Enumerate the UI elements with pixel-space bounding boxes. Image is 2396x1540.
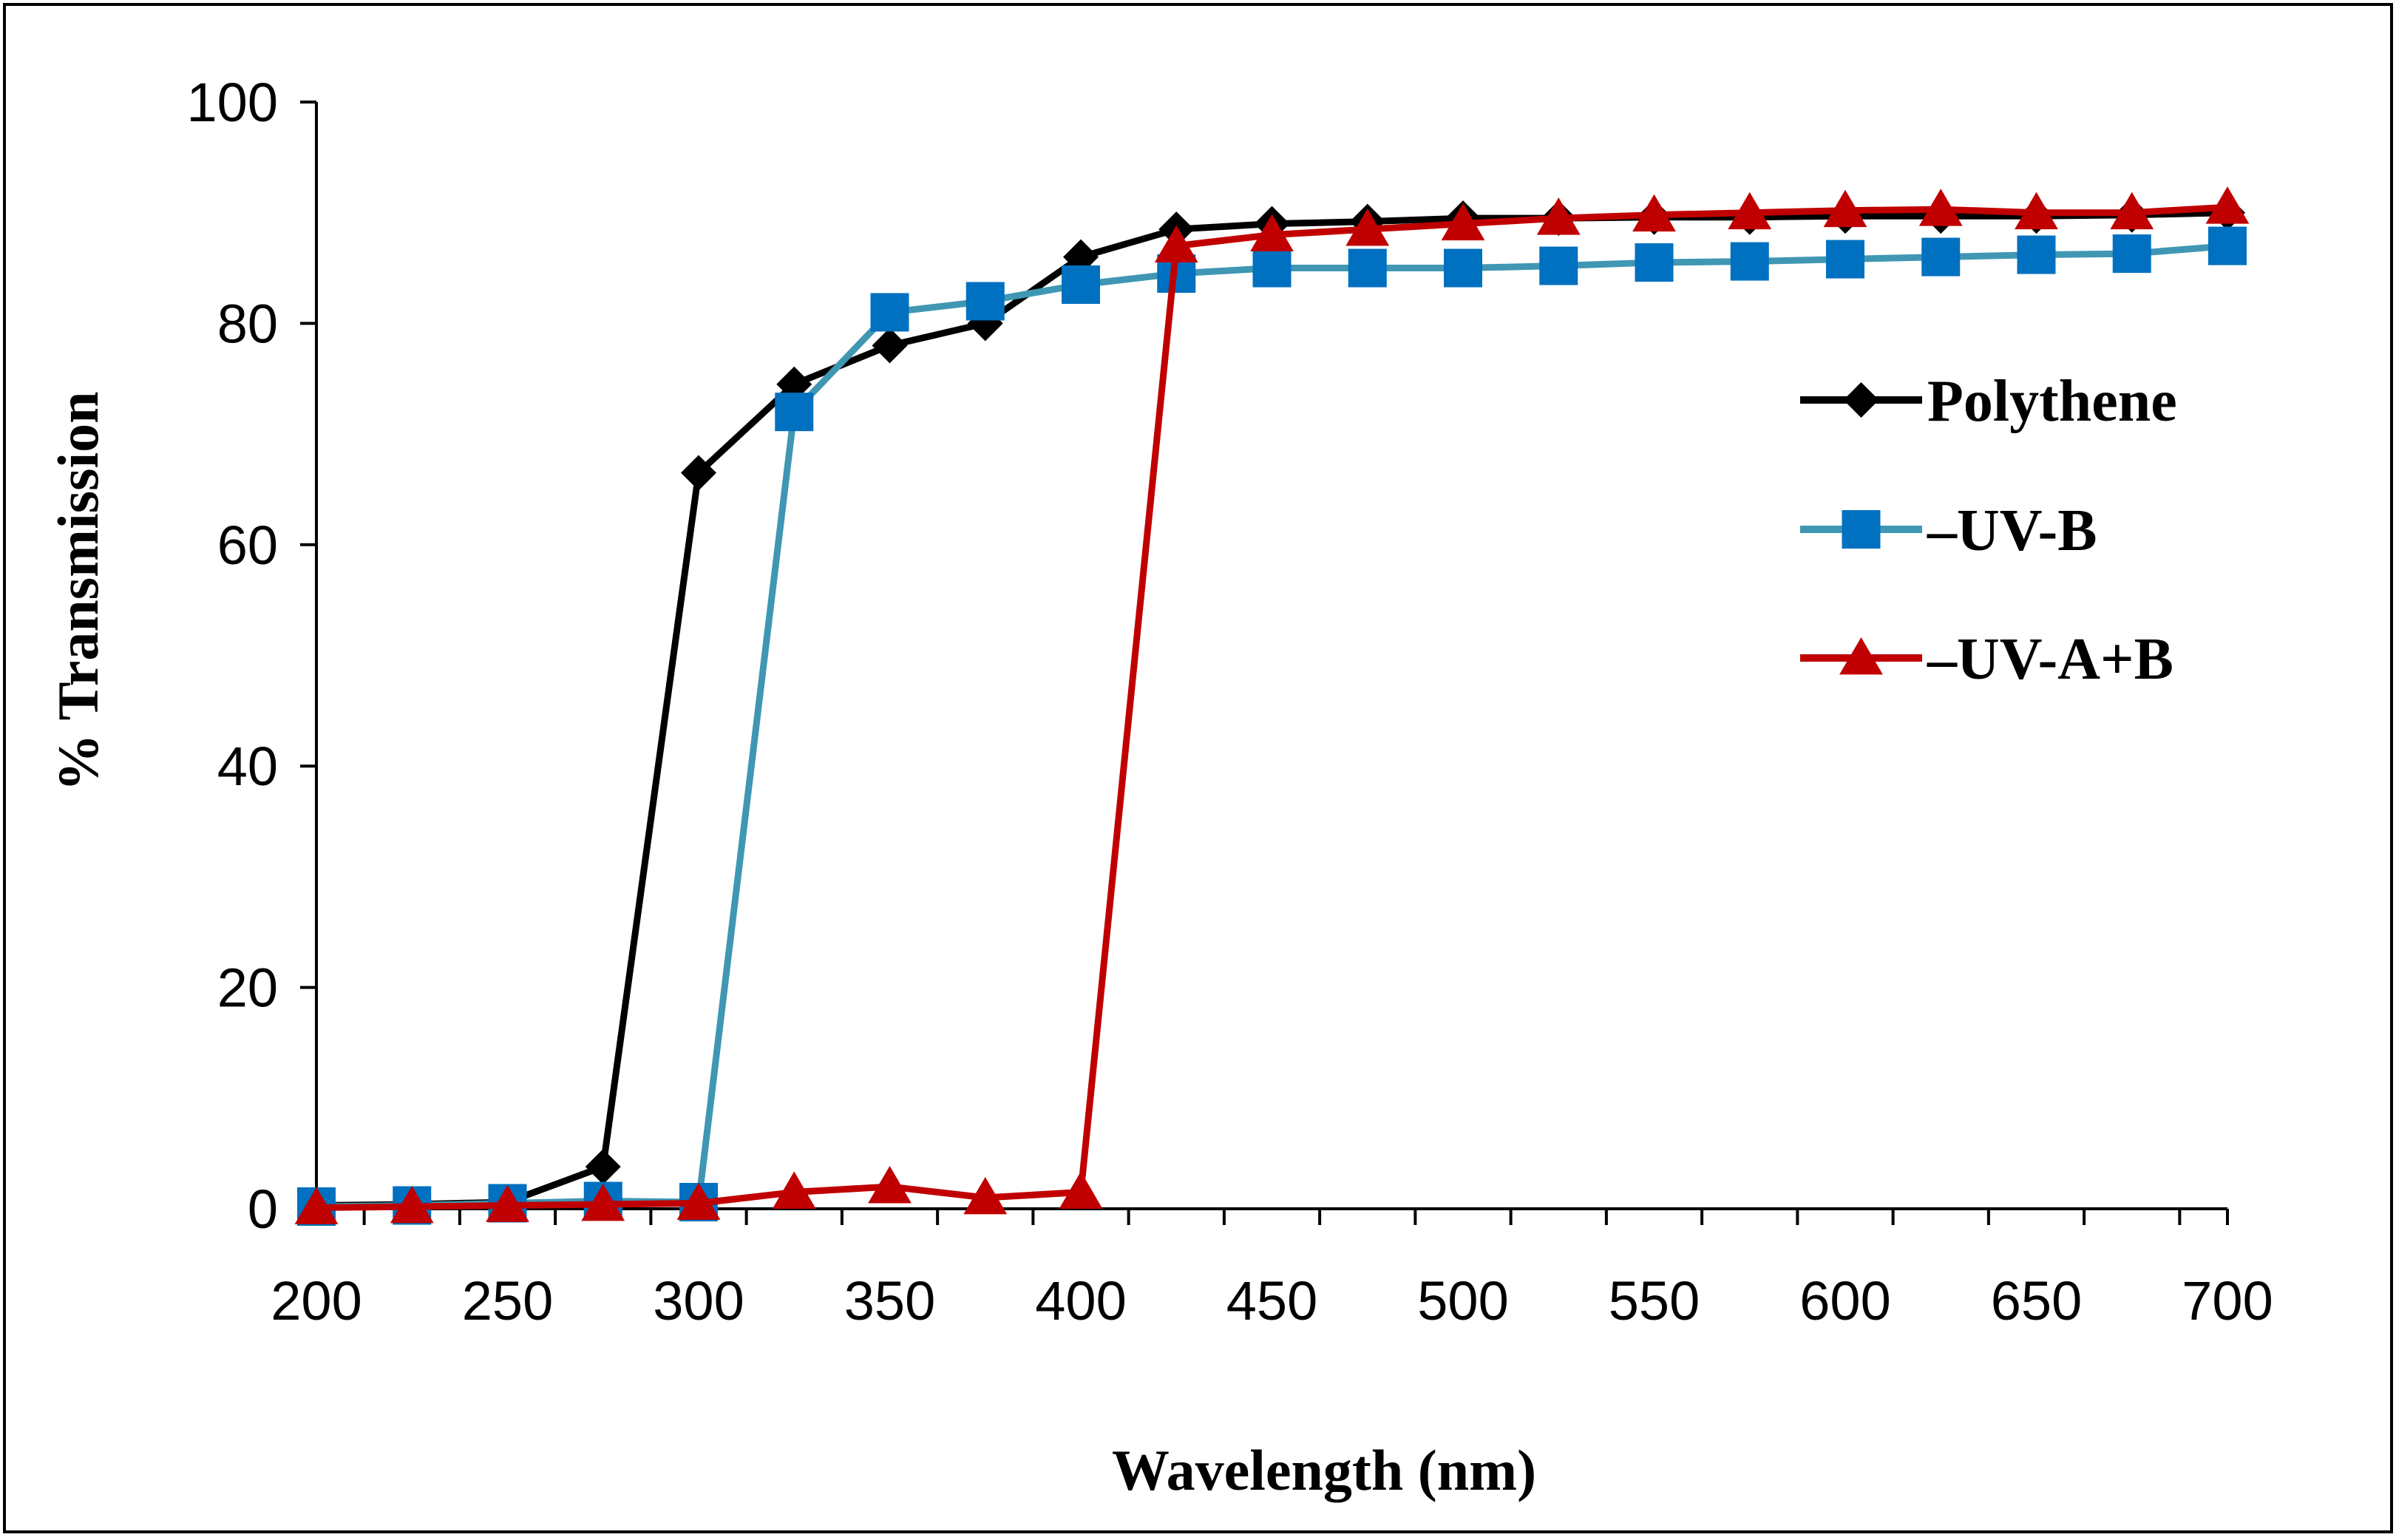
y-tick-label: 80 [217,293,278,354]
series-2 [294,186,2250,1224]
data-point [1918,189,1963,226]
series-1 [297,226,2247,1227]
data-point [1444,248,1482,288]
legend-label: –UV-B [1927,498,2097,563]
data-point [1348,248,1387,288]
legend-label: –UV-A+B [1927,627,2173,692]
data-point [775,393,814,432]
data-point [681,455,716,491]
data-point [2208,226,2247,265]
data-point [1823,189,1867,228]
data-point [1921,237,1961,277]
data-point [963,1177,1008,1215]
data-point [1539,246,1578,285]
x-tick-label: 450 [1226,1270,1317,1332]
data-point [965,282,1005,321]
x-tick-label: 700 [2182,1270,2273,1332]
data-point [1252,248,1292,288]
data-point [1345,208,1390,246]
legend-entry: –UV-B [1800,498,2097,563]
data-point [1059,1171,1103,1209]
data-point [1826,240,1864,279]
data-point [1730,242,1769,281]
data-point [294,1187,339,1224]
data-point [2205,186,2250,224]
data-point [1441,203,1485,241]
x-tick-label: 200 [271,1270,362,1332]
y-tick-label: 0 [248,1178,278,1240]
data-point [2017,235,2056,274]
legend-marker [1839,637,1883,675]
data-point [1728,191,1772,230]
x-tick-label: 350 [844,1270,935,1332]
y-tick-label: 60 [217,515,278,576]
x-tick-label: 250 [462,1270,553,1332]
data-point [1250,214,1294,252]
data-point [486,1184,529,1222]
y-axis-title: % Transmission [46,391,110,791]
x-tick-label: 650 [1991,1270,2082,1332]
x-tick-label: 600 [1799,1270,1890,1332]
x-tick-label: 300 [653,1270,744,1332]
data-point [2112,234,2151,274]
x-axis-title: Wavelength (nm) [1112,1438,1536,1502]
data-point [390,1186,434,1224]
data-point [581,1184,625,1221]
x-tick-label: 550 [1609,1270,1700,1332]
data-point [2015,191,2058,230]
data-point [1635,243,1674,282]
data-point [868,1166,912,1204]
data-point [1062,265,1100,305]
data-point [1536,197,1581,235]
y-tick-label: 20 [217,957,278,1019]
legend-marker [1843,382,1879,418]
y-tick-label: 40 [217,736,278,797]
legend-label: Polythene [1927,369,2177,434]
data-point [585,1149,621,1185]
data-point [872,328,908,364]
legend-entry: Polythene [1800,369,2177,434]
y-tick-label: 100 [187,72,278,133]
legend-marker [1842,510,1881,549]
data-point [2110,191,2154,230]
data-point [676,1182,721,1220]
x-tick-label: 500 [1417,1270,1508,1332]
data-point [772,1171,816,1209]
legend-entry: –UV-A+B [1800,627,2173,692]
data-point [1154,225,1198,263]
data-point [870,293,909,332]
x-tick-label: 400 [1035,1270,1126,1332]
data-point [1632,194,1676,232]
